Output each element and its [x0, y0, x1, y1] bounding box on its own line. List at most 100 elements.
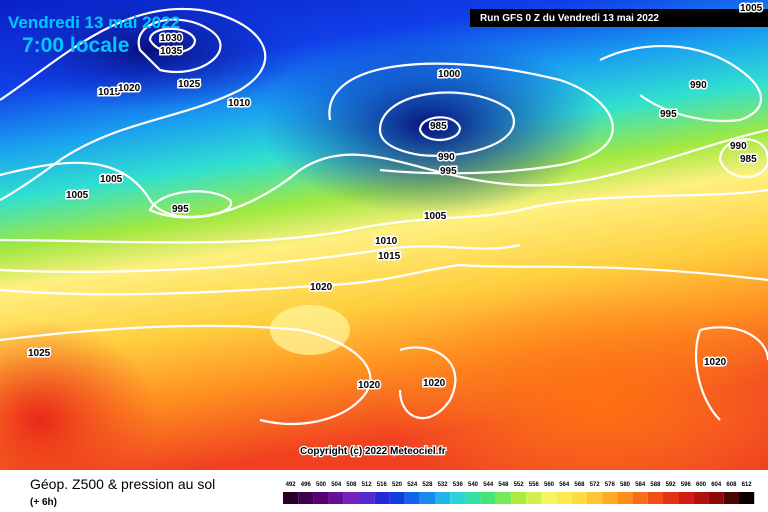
isobar-label: 990 — [690, 80, 707, 91]
legend-label: 520 — [392, 482, 403, 488]
isobar-label: 1005 — [740, 3, 763, 14]
run-label: Run GFS 0 Z du Vendredi 13 mai 2022 — [480, 13, 659, 24]
legend-label: 604 — [711, 482, 722, 488]
legend-swatch — [283, 492, 299, 504]
legend-swatch — [495, 492, 511, 504]
legend-label: 500 — [316, 482, 327, 488]
legend: 492 496 500 504 508 512 516 520 524 528 532 536 540 5… — [283, 482, 755, 504]
legend-swatch — [556, 492, 572, 504]
legend-swatch — [374, 492, 390, 504]
legend-label: 612 — [742, 482, 753, 488]
legend-swatch — [389, 492, 405, 504]
isobar-label: 1020 — [310, 282, 333, 293]
legend-swatch — [632, 492, 648, 504]
isobar-labels: 1030103510251010101510201005100599510009… — [27, 2, 765, 393]
isobar-label: 1015 — [378, 251, 401, 262]
legend-label: 592 — [666, 482, 677, 488]
legend-label: 580 — [620, 482, 631, 488]
legend-label: 532 — [438, 482, 449, 488]
legend-swatch — [708, 492, 724, 504]
legend-swatch — [678, 492, 694, 504]
isobar-label: 1005 — [66, 190, 89, 201]
run-box — [470, 9, 768, 27]
legend-swatch — [571, 492, 587, 504]
isobar-label: 1020 — [118, 83, 141, 94]
legend-label: 560 — [544, 482, 555, 488]
legend-label: 540 — [468, 482, 479, 488]
isobar-label: 1020 — [358, 380, 381, 391]
isobar-label: 1010 — [228, 98, 251, 109]
legend-swatch — [511, 492, 527, 504]
warm-area — [0, 320, 160, 512]
legend-label: 508 — [346, 482, 357, 488]
legend-label: 576 — [605, 482, 616, 488]
legend-label: 524 — [407, 482, 418, 488]
isobar-label: 1000 — [438, 69, 461, 80]
legend-swatch — [526, 492, 542, 504]
legend-swatch — [419, 492, 435, 504]
time: 7:00 locale — [22, 34, 129, 57]
legend-label: 528 — [422, 482, 433, 488]
legend-swatch — [465, 492, 481, 504]
legend-label: 516 — [377, 482, 388, 488]
legend-swatch — [404, 492, 420, 504]
legend-label: 596 — [681, 482, 692, 488]
isobar-label: 985 — [740, 154, 757, 165]
high-area — [270, 305, 350, 355]
isobar-label: 1005 — [424, 211, 447, 222]
legend-label: 556 — [529, 482, 540, 488]
isobar-label: 985 — [430, 121, 447, 132]
legend-label: 548 — [498, 482, 509, 488]
legend-label: 552 — [514, 482, 525, 488]
legend-swatch — [693, 492, 709, 504]
legend-swatch — [602, 492, 618, 504]
footer-title: Géop. Z500 & pression au sol — [30, 476, 215, 492]
legend-swatch — [739, 492, 755, 504]
legend-swatch — [647, 492, 663, 504]
legend-swatch — [313, 492, 329, 504]
legend-label: 584 — [635, 482, 646, 488]
isobar-label: 1025 — [28, 348, 51, 359]
legend-swatch — [343, 492, 359, 504]
legend-swatch — [587, 492, 603, 504]
isobar-label: 990 — [438, 152, 455, 163]
legend-label: 608 — [726, 482, 737, 488]
legend-label: 512 — [362, 482, 373, 488]
legend-label: 504 — [331, 482, 342, 488]
legend-label: 492 — [286, 482, 297, 488]
legend-label: 572 — [590, 482, 601, 488]
isobar-label: 995 — [660, 109, 677, 120]
isobars — [0, 7, 768, 426]
isobar-label: 1005 — [100, 174, 123, 185]
warm-area — [380, 290, 768, 510]
isobar-label: 1030 — [160, 33, 183, 44]
legend-swatch — [298, 492, 314, 504]
copyright: Copyright (c) 2022 Meteociel.fr — [300, 446, 446, 457]
legend-swatch — [663, 492, 679, 504]
legend-label: 564 — [559, 482, 570, 488]
legend-label: 588 — [650, 482, 661, 488]
legend-swatch — [450, 492, 466, 504]
legend-swatch — [723, 492, 739, 504]
isobar-label: 1015 — [98, 87, 121, 98]
legend-swatch — [480, 492, 496, 504]
footer-step: (+ 6h) — [30, 497, 57, 508]
legend-label: 536 — [453, 482, 464, 488]
low-area — [0, 0, 310, 110]
legend-swatch — [328, 492, 344, 504]
legend-swatch — [435, 492, 451, 504]
isobar-label: 1020 — [423, 378, 446, 389]
legend-label: 544 — [483, 482, 494, 488]
isobar-label: 990 — [730, 141, 747, 152]
isobar-label: 1020 — [704, 357, 727, 368]
isobar-label: 995 — [440, 166, 457, 177]
isobar-label: 1025 — [178, 79, 201, 90]
legend-swatch — [617, 492, 633, 504]
date: Vendredi 13 mai 2022 — [8, 13, 180, 32]
legend-label: 568 — [574, 482, 585, 488]
legend-swatch — [359, 492, 375, 504]
isobar-label: 1035 — [160, 46, 183, 57]
legend-swatch — [541, 492, 557, 504]
